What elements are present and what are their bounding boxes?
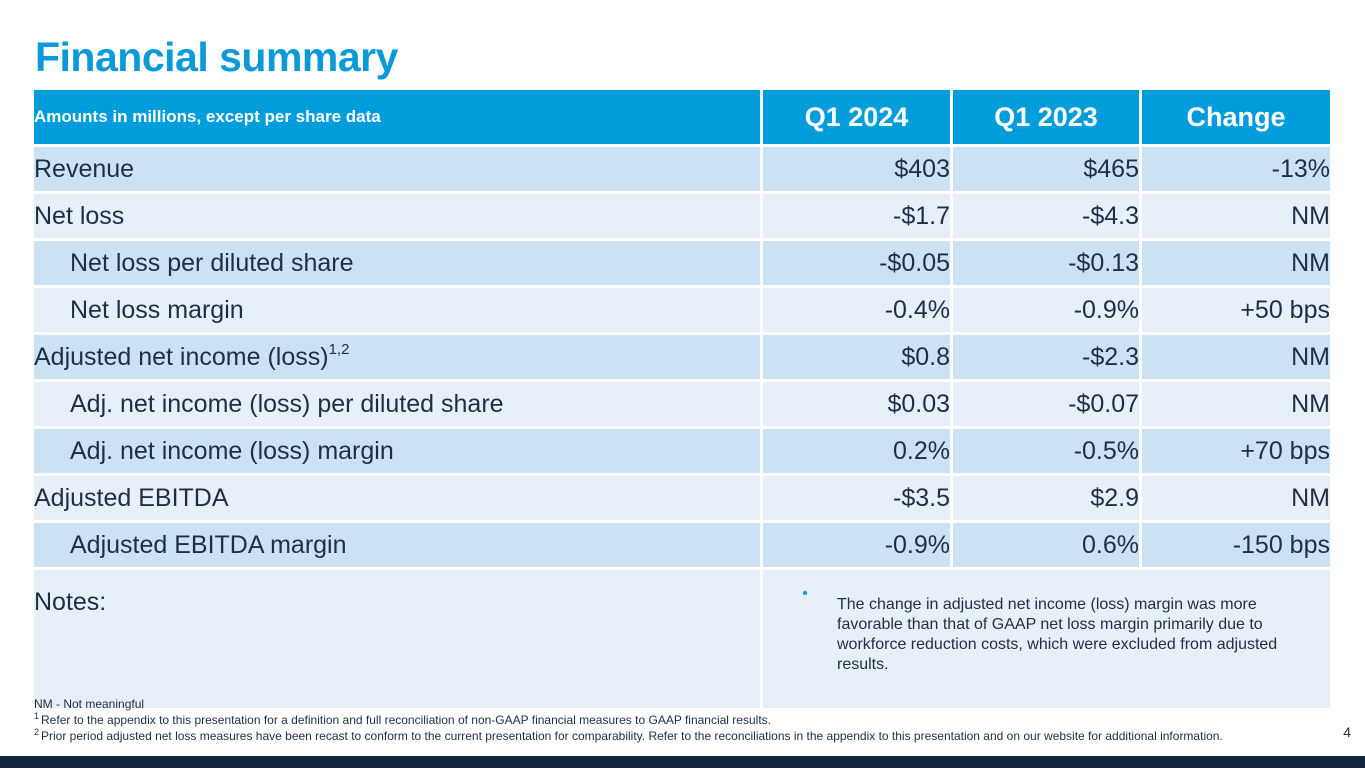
cell-change: NM	[1142, 194, 1330, 241]
row-label: Adj. net income (loss) margin	[34, 429, 763, 476]
cell-change: -150 bps	[1142, 523, 1330, 570]
cell-q1-2024: $403	[763, 147, 953, 194]
cell-q1-2023: -0.5%	[953, 429, 1142, 476]
cell-q1-2023: 0.6%	[953, 523, 1142, 570]
header-q1-2023: Q1 2023	[953, 90, 1142, 147]
table-row: Adjusted net income (loss)1,2 $0.8 -$2.3…	[34, 335, 1330, 382]
header-amounts-label: Amounts in millions, except per share da…	[34, 90, 763, 147]
table-row: Adjusted EBITDA -$3.5 $2.9 NM	[34, 476, 1330, 523]
cell-q1-2023: -$2.3	[953, 335, 1142, 382]
footnote-2-mark: 2	[34, 727, 40, 737]
header-q1-2024: Q1 2024	[763, 90, 953, 147]
footnote-1-text: Refer to the appendix to this presentati…	[41, 713, 771, 727]
footnote-2: 2 Prior period adjusted net loss measures…	[34, 728, 1223, 744]
cell-change: NM	[1142, 335, 1330, 382]
table-row: Adjusted EBITDA margin -0.9% 0.6% -150 b…	[34, 523, 1330, 570]
cell-q1-2023: $2.9	[953, 476, 1142, 523]
row-label: Adjusted EBITDA margin	[34, 523, 763, 570]
row-label: Net loss	[34, 194, 763, 241]
cell-q1-2024: -$1.7	[763, 194, 953, 241]
cell-q1-2023: -0.9%	[953, 288, 1142, 335]
page-title: Financial summary	[35, 34, 398, 80]
footer-bar	[0, 756, 1365, 768]
row-label: Adj. net income (loss) per diluted share	[34, 382, 763, 429]
notes-cell: The change in adjusted net income (loss)…	[763, 570, 1330, 708]
cell-q1-2024: $0.03	[763, 382, 953, 429]
row-label: Adjusted net income (loss)	[34, 342, 329, 371]
notes-label: Notes:	[34, 570, 763, 708]
table-row: Net loss margin -0.4% -0.9% +50 bps	[34, 288, 1330, 335]
table-row: Adj. net income (loss) margin 0.2% -0.5%…	[34, 429, 1330, 476]
cell-q1-2024: -$3.5	[763, 476, 953, 523]
footnote-1: 1 Refer to the appendix to this presentat…	[34, 712, 1223, 728]
table-header-row: Amounts in millions, except per share da…	[34, 90, 1330, 147]
table-row: Adj. net income (loss) per diluted share…	[34, 382, 1330, 429]
header-change: Change	[1142, 90, 1330, 147]
cell-q1-2024: $0.8	[763, 335, 953, 382]
cell-q1-2023: -$4.3	[953, 194, 1142, 241]
row-label: Revenue	[34, 147, 763, 194]
row-label-cell: Adjusted net income (loss)1,2	[34, 335, 763, 382]
cell-q1-2024: -0.9%	[763, 523, 953, 570]
cell-change: +50 bps	[1142, 288, 1330, 335]
footnote-1-mark: 1	[34, 711, 40, 721]
footnotes: NM - Not meaningful 1 Refer to the append…	[34, 696, 1223, 744]
notes-row: Notes: The change in adjusted net income…	[34, 570, 1330, 708]
row-label: Net loss margin	[34, 288, 763, 335]
cell-q1-2023: $465	[953, 147, 1142, 194]
cell-q1-2024: 0.2%	[763, 429, 953, 476]
row-label: Adjusted EBITDA	[34, 476, 763, 523]
footnote-nm: NM - Not meaningful	[34, 697, 145, 711]
cell-change: +70 bps	[1142, 429, 1330, 476]
table-row: Revenue $403 $465 -13%	[34, 147, 1330, 194]
cell-q1-2024: -0.4%	[763, 288, 953, 335]
cell-change: NM	[1142, 241, 1330, 288]
table-row: Net loss per diluted share -$0.05 -$0.13…	[34, 241, 1330, 288]
cell-q1-2023: -$0.13	[953, 241, 1142, 288]
footnote-2-text: Prior period adjusted net loss measures …	[41, 729, 1223, 743]
financial-summary-table: Amounts in millions, except per share da…	[34, 90, 1330, 708]
row-label: Net loss per diluted share	[34, 241, 763, 288]
note-text: The change in adjusted net income (loss)…	[837, 596, 1278, 673]
table-row: Net loss -$1.7 -$4.3 NM	[34, 194, 1330, 241]
cell-q1-2024: -$0.05	[763, 241, 953, 288]
bullet-icon	[803, 591, 807, 595]
cell-change: NM	[1142, 382, 1330, 429]
page-number: 4	[1343, 724, 1351, 740]
cell-change: NM	[1142, 476, 1330, 523]
footnote-superscript: 1,2	[328, 340, 350, 358]
cell-change: -13%	[1142, 147, 1330, 194]
cell-q1-2023: -$0.07	[953, 382, 1142, 429]
note-item: The change in adjusted net income (loss)…	[763, 570, 1330, 675]
